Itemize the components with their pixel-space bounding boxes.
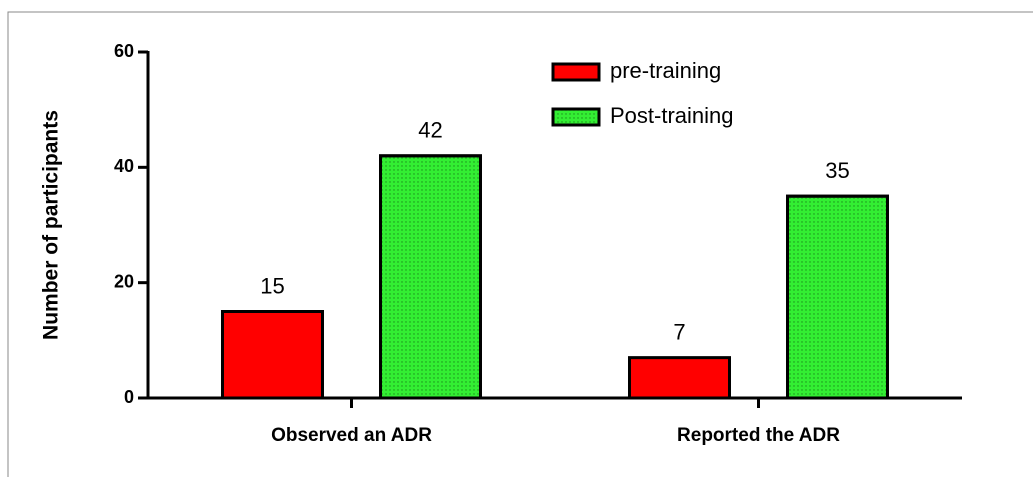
y-tick-label: 40 bbox=[114, 156, 134, 176]
y-axis-label: Number of participants bbox=[40, 110, 63, 340]
bar-pattern bbox=[786, 194, 889, 400]
bar-pattern bbox=[379, 154, 482, 400]
data-label: 7 bbox=[673, 319, 685, 344]
legend-swatch bbox=[551, 62, 601, 82]
x-tick-label: Observed an ADR bbox=[271, 425, 432, 446]
bar bbox=[221, 310, 324, 400]
y-tick-label: 0 bbox=[124, 387, 134, 407]
x-tick-label: Reported the ADR bbox=[677, 425, 840, 446]
data-label: 42 bbox=[418, 118, 442, 143]
data-label: 15 bbox=[260, 273, 284, 298]
legend-label: Post-training bbox=[610, 103, 734, 128]
y-tick-label: 20 bbox=[114, 271, 134, 291]
legend-label: pre-training bbox=[610, 58, 721, 83]
data-label: 35 bbox=[825, 158, 849, 183]
frame bbox=[7, 11, 1033, 477]
legend-swatch-pattern bbox=[551, 107, 601, 127]
bar bbox=[628, 356, 731, 400]
y-tick-label: 60 bbox=[114, 41, 134, 61]
